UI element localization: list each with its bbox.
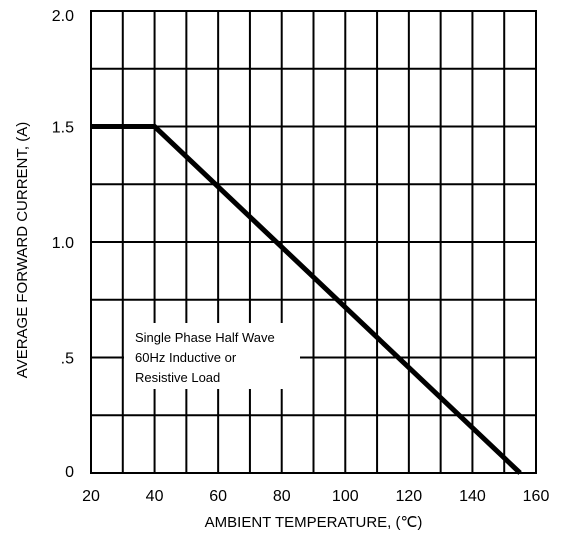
x-tick-label: 60 bbox=[209, 488, 227, 505]
x-tick-label: 20 bbox=[82, 488, 100, 505]
x-axis-label: AMBIENT TEMPERATURE, (℃) bbox=[205, 514, 423, 531]
x-tick-labels: 20 40 60 80 100 120 140 160 bbox=[82, 488, 549, 505]
series-line-1 bbox=[91, 124, 522, 475]
y-tick-label: 1.5 bbox=[52, 120, 74, 137]
grid-lines bbox=[91, 11, 536, 473]
annotation-line-1: Single Phase Half Wave bbox=[135, 330, 275, 345]
y-tick-label: .5 bbox=[61, 351, 74, 368]
x-tick-label: 40 bbox=[146, 488, 164, 505]
y-tick-label: 1.0 bbox=[52, 235, 74, 252]
annotation-line-3: Resistive Load bbox=[135, 370, 220, 385]
y-tick-labels: 0 .5 1.0 1.5 2.0 bbox=[52, 8, 74, 481]
annotation-text: Single Phase Half Wave 60Hz Inductive or… bbox=[135, 330, 275, 385]
y-axis-label: AVERAGE FORWARD CURRENT, (A) bbox=[14, 122, 31, 378]
annotation-line-2: 60Hz Inductive or bbox=[135, 350, 237, 365]
x-tick-label: 80 bbox=[273, 488, 291, 505]
series-lines bbox=[91, 124, 522, 475]
x-tick-label: 120 bbox=[396, 488, 423, 505]
y-tick-label: 0 bbox=[65, 464, 74, 481]
annotation-background bbox=[124, 323, 300, 389]
plot-frame bbox=[90, 10, 537, 474]
x-tick-label: 100 bbox=[332, 488, 359, 505]
x-tick-label: 160 bbox=[523, 488, 550, 505]
x-tick-label: 140 bbox=[459, 488, 486, 505]
y-tick-label: 2.0 bbox=[52, 8, 74, 25]
